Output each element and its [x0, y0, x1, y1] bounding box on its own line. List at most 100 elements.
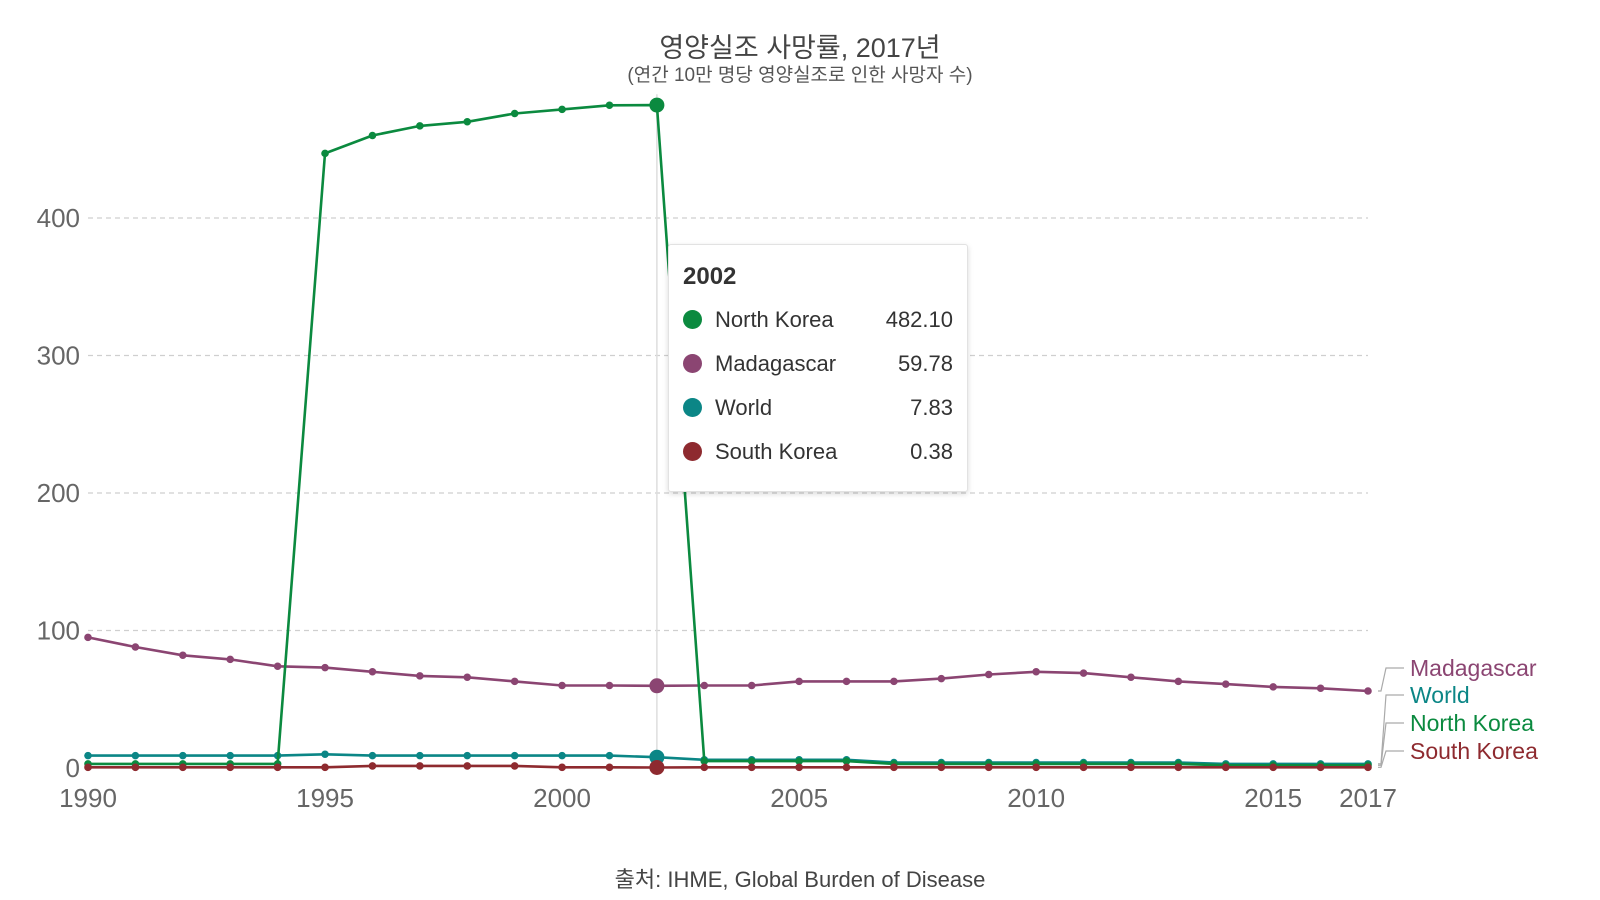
south-korea-data-point — [273, 763, 282, 772]
madagascar-data-point — [179, 651, 187, 660]
madagascar-data-point — [605, 681, 614, 690]
south-korea-label-connector — [1378, 750, 1404, 768]
world-data-point — [510, 751, 519, 760]
madagascar-data-point — [1269, 683, 1277, 691]
south-korea-data-point — [226, 763, 235, 772]
madagascar-data-point — [795, 677, 803, 686]
madagascar-data-point — [1127, 673, 1135, 682]
south-korea-data-point — [1079, 763, 1088, 772]
north-korea-data-point — [463, 117, 472, 126]
y-tick-label: 200 — [37, 478, 80, 508]
madagascar-series-line — [87, 636, 1369, 693]
tooltip-series-name: North Korea — [715, 307, 834, 332]
south-korea-data-point — [700, 763, 709, 772]
world-data-point — [463, 751, 472, 760]
madagascar-data-point — [84, 633, 92, 642]
south-korea-data-point — [84, 763, 92, 772]
world-data-point — [605, 751, 614, 760]
madagascar-data-point — [1364, 687, 1372, 695]
north-korea-data-point — [510, 109, 519, 118]
south-korea-data-point — [1127, 763, 1135, 772]
x-tick-label: 2000 — [533, 783, 591, 813]
north-korea-series-line — [88, 103, 1368, 767]
north-korea-end-label: North Korea — [1410, 710, 1534, 736]
madagascar-data-point — [1174, 677, 1183, 686]
y-tick-label: 300 — [37, 341, 80, 371]
south-korea-data-point — [842, 763, 851, 772]
madagascar-label-connector — [1378, 667, 1404, 692]
north-korea-data-point — [842, 757, 851, 765]
madagascar-data-point — [1079, 669, 1088, 677]
tooltip-series-value: 482.10 — [885, 307, 953, 332]
madagascar-data-point — [510, 677, 519, 686]
madagascar-end-label: Madagascar — [1410, 655, 1537, 681]
world-end-label: World — [1410, 682, 1470, 708]
madagascar-data-point — [321, 663, 329, 672]
north-korea-data-point — [795, 757, 803, 765]
north-korea-data-point — [649, 97, 665, 113]
south-korea-data-point — [1221, 763, 1230, 772]
south-korea-data-point — [795, 763, 803, 772]
tooltip-series-value: 59.78 — [897, 351, 953, 376]
world-dot-icon — [683, 398, 702, 417]
south-korea-data-point — [890, 763, 898, 772]
madagascar-data-point — [842, 677, 851, 686]
south-korea-data-point — [1364, 763, 1372, 772]
north-korea-data-point — [700, 757, 709, 765]
tooltip-row-north-korea: North Korea 482.10 — [683, 305, 953, 335]
south-korea-data-point — [416, 762, 424, 770]
south-korea-data-point — [605, 763, 614, 772]
tooltip-series-name: World — [715, 395, 773, 420]
madagascar-data-point — [368, 667, 377, 676]
madagascar-dot-icon — [683, 354, 702, 373]
south-korea-dot-icon — [683, 442, 702, 461]
north-korea-data-point — [416, 122, 424, 130]
y-tick-label: 0 — [66, 753, 80, 783]
tooltip-row-south-korea: South Korea 0.38 — [683, 437, 953, 467]
south-korea-end-label: South Korea — [1410, 738, 1538, 764]
north-korea-data-point — [558, 105, 566, 114]
tooltip-row-world: World 7.83 — [683, 393, 953, 423]
madagascar-data-point — [558, 681, 566, 690]
madagascar-data-point — [131, 643, 140, 651]
world-data-point — [558, 751, 566, 760]
y-tick-label: 400 — [37, 203, 80, 233]
north-korea-data-point — [368, 131, 377, 140]
x-tick-label: 2005 — [770, 783, 828, 813]
madagascar-data-point — [984, 670, 993, 679]
tooltip-row-madagascar: Madagascar 59.78 — [683, 349, 953, 379]
x-tick-label: 2017 — [1339, 783, 1397, 813]
north-korea-data-point — [747, 757, 756, 765]
world-data-point — [179, 751, 187, 760]
madagascar-data-point — [416, 672, 424, 680]
madagascar-data-point — [937, 674, 946, 683]
world-data-point — [84, 751, 92, 760]
south-korea-data-point — [649, 759, 665, 775]
madagascar-data-point — [1032, 667, 1040, 676]
south-korea-data-point — [558, 763, 566, 772]
world-data-point — [226, 751, 235, 760]
north-korea-data-point — [605, 101, 614, 110]
south-korea-data-point — [1269, 763, 1277, 772]
tooltip-series-value: 0.38 — [910, 439, 953, 464]
tooltip-year: 2002 — [683, 263, 737, 290]
chart-subtitle: (연간 10만 명당 영양실조로 인한 사망자 수) — [627, 65, 973, 86]
south-korea-data-point — [131, 763, 140, 772]
south-korea-data-point — [179, 763, 187, 772]
world-data-point — [321, 750, 329, 759]
x-tick-label: 1995 — [296, 783, 354, 813]
madagascar-data-point — [226, 655, 235, 664]
y-tick-label: 100 — [37, 616, 80, 646]
south-korea-data-point — [463, 762, 472, 770]
south-korea-data-point — [747, 763, 756, 772]
south-korea-data-point — [1032, 763, 1040, 772]
south-korea-data-point — [1174, 763, 1183, 772]
tooltip-series-name: Madagascar — [715, 351, 837, 376]
world-data-point — [368, 751, 377, 760]
north-korea-dot-icon — [683, 310, 702, 329]
south-korea-data-point — [510, 762, 519, 770]
madagascar-data-point — [1221, 680, 1230, 688]
madagascar-data-point — [700, 681, 709, 690]
madagascar-data-point — [649, 678, 665, 694]
x-tick-label: 2015 — [1244, 783, 1302, 813]
